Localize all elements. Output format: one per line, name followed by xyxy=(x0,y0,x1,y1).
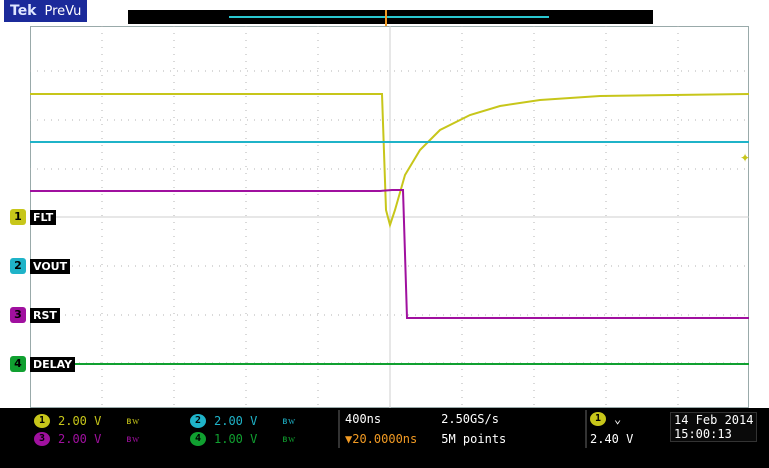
ch1-badge: 1 xyxy=(10,209,26,225)
ch2-readout-badge: 2 xyxy=(190,414,206,428)
ch2-name: VOUT xyxy=(30,258,71,274)
trigger-source-badge: 1 xyxy=(590,412,606,426)
ch1-readout-badge: 1 xyxy=(34,414,50,428)
ch4-scale: 1.00 V xyxy=(214,432,258,446)
bottom-status-bar: 1 2.00 V ʙᴡ 3 2.00 V ʙᴡ 2 2.00 V ʙᴡ 4 1.… xyxy=(0,408,769,468)
divider xyxy=(338,410,340,448)
ch2-badge: 2 xyxy=(10,258,26,274)
ch2-label[interactable]: 2 VOUT xyxy=(10,258,71,274)
ch1-coupling-icon: ʙᴡ xyxy=(126,415,140,427)
ch3-scale: 2.00 V xyxy=(58,432,102,446)
record-window[interactable] xyxy=(128,10,653,24)
ch2-coupling-icon: ʙᴡ xyxy=(282,415,296,427)
divider xyxy=(585,410,587,448)
ch3-name: RST xyxy=(30,307,60,323)
datetime-readout: 14 Feb 2014 15:00:13 xyxy=(670,412,758,442)
ch4-coupling-icon: ʙᴡ xyxy=(282,433,296,445)
trigger-position-line xyxy=(385,10,387,30)
horizontal-scale: 400ns xyxy=(345,412,382,426)
mode-label: PreVu xyxy=(44,3,82,19)
ch4-badge: 4 xyxy=(10,356,26,372)
trigger-level-indicator-icon: ✦ xyxy=(740,151,750,165)
ch4-readout-badge: 4 xyxy=(190,432,206,446)
record-length: 5M points xyxy=(441,432,507,446)
trigger-readout[interactable]: 1 ⌄ 2.40 V xyxy=(590,412,633,446)
ch3-coupling-icon: ʙᴡ xyxy=(126,433,140,445)
trace-ch1-flt xyxy=(30,93,750,229)
ch3-readout[interactable]: 3 2.00 V ʙᴡ xyxy=(34,432,139,446)
date: 14 Feb 2014 xyxy=(674,413,754,427)
ch1-name: FLT xyxy=(30,209,57,225)
ch3-label[interactable]: 3 RST xyxy=(10,307,60,323)
ch2-scale: 2.00 V xyxy=(214,414,258,428)
trigger-delay: ▼20.0000ns xyxy=(345,432,418,446)
top-status-bar: Tek PreVu T xyxy=(0,0,769,42)
ch3-badge: 3 xyxy=(10,307,26,323)
brand-logo: Tek xyxy=(10,3,37,19)
ch4-name: DELAY xyxy=(30,356,76,372)
ch1-scale: 2.00 V xyxy=(58,414,102,428)
timebase-readout[interactable]: 400ns 2.50GS/s ▼20.0000ns 5M points xyxy=(345,412,585,446)
ch4-readout[interactable]: 4 1.00 V ʙᴡ xyxy=(190,432,295,446)
record-window-indicator xyxy=(229,16,549,18)
ch3-readout-badge: 3 xyxy=(34,432,50,446)
brand-badge: Tek PreVu xyxy=(4,0,88,22)
trace-ch3-rst xyxy=(30,189,749,319)
sample-rate: 2.50GS/s xyxy=(441,412,499,426)
ch1-label[interactable]: 1 FLT xyxy=(10,209,57,225)
ch4-label[interactable]: 4 DELAY xyxy=(10,356,76,372)
ch2-readout[interactable]: 2 2.00 V ʙᴡ xyxy=(190,414,295,428)
ch1-readout[interactable]: 1 2.00 V ʙᴡ xyxy=(34,414,139,428)
time: 15:00:13 xyxy=(674,427,732,441)
falling-edge-icon: ⌄ xyxy=(614,412,622,426)
trigger-level: 2.40 V xyxy=(590,432,634,446)
